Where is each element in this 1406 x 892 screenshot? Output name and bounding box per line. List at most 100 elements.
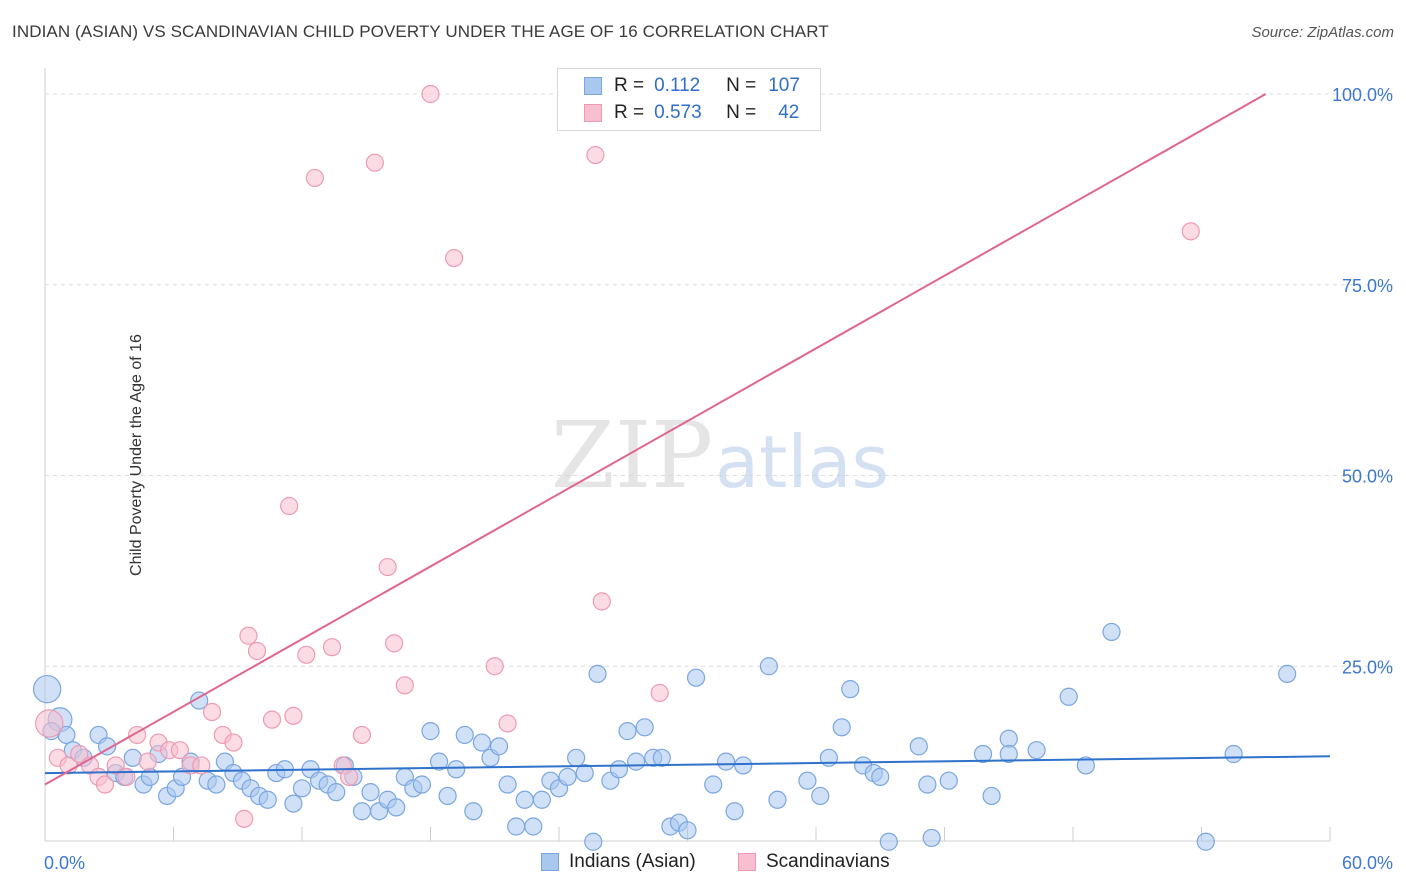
y-axis-label: Child Poverty Under the Age of 16 (127, 334, 145, 576)
point-scandinavians (202, 702, 222, 722)
grid-lines (45, 93, 1395, 667)
legend-row-scandinavians: R = 0.573 N = 42 (584, 101, 799, 125)
legend-r-label: R = (614, 102, 645, 123)
legend-n-value: 42 (778, 102, 800, 123)
point-scandinavians (378, 557, 397, 577)
legend-row-indians: R = 0.112 N = 107 (584, 74, 800, 98)
watermark-atlas: atlas (715, 420, 889, 504)
point-indians-asian (618, 722, 637, 741)
y-axis-label-wrap: Child Poverty Under the Age of 16 (128, 334, 146, 576)
legend-label-scandinavians: Scandinavians (766, 851, 890, 872)
point-indians-asian (832, 718, 851, 737)
source-credit: Source: ZipAtlas.com (1251, 24, 1394, 41)
point-indians-asian (515, 790, 534, 809)
point-scandinavians (170, 741, 190, 760)
point-indians-asian (472, 733, 491, 752)
y-tick-label: 100.0% (1332, 85, 1393, 105)
point-indians-asian (678, 821, 697, 840)
point-indians-asian (798, 771, 817, 790)
point-indians-asian (1196, 832, 1215, 851)
legend-r-value: 0.112 (654, 75, 701, 96)
x-tick-label: 60.0% (1342, 853, 1393, 873)
watermark-zip: ZIP (551, 402, 713, 509)
point-indians-asian (588, 664, 607, 683)
trend-line-scandinavians (44, 93, 1267, 786)
point-indians-asian (352, 802, 372, 821)
point-scandinavians (280, 496, 299, 516)
point-indians-asian (918, 775, 937, 794)
point-scandinavians (384, 634, 404, 653)
legend-label-indians: Indians (Asian) (569, 851, 696, 872)
point-scandinavians (35, 709, 64, 738)
legend-swatch-blue (541, 853, 559, 871)
point-indians-asian (759, 657, 778, 676)
point-indians-asian (841, 680, 860, 699)
point-indians-asian (1102, 622, 1121, 642)
point-indians-asian (258, 790, 277, 809)
point-indians-asian (284, 794, 303, 813)
point-indians-asian (387, 798, 406, 817)
point-indians-asian (999, 729, 1018, 748)
point-indians-asian (686, 668, 706, 687)
point-indians-asian (455, 725, 474, 745)
point-scandinavians (322, 638, 342, 657)
legend-swatch-pink (584, 104, 602, 122)
legend-item-indians: Indians (Asian) (541, 851, 696, 873)
point-scandinavians (352, 725, 372, 745)
point-indians-asian (635, 718, 654, 737)
point-scandinavians (138, 752, 157, 771)
point-indians-asian (1224, 744, 1243, 764)
point-indians-asian (1278, 664, 1297, 683)
point-indians-asian (207, 775, 226, 794)
legend-swatch-pink (738, 853, 756, 871)
trend-line-indians-asian (44, 755, 1331, 775)
point-indians-asian (652, 748, 671, 767)
point-indians-asian (1059, 687, 1078, 706)
point-indians-asian (734, 756, 753, 775)
point-indians-asian (98, 737, 117, 756)
point-indians-asian (292, 779, 312, 798)
point-scandinavians (340, 767, 359, 786)
point-indians-asian (1076, 756, 1095, 775)
point-scandinavians (650, 683, 669, 703)
point-scandinavians (305, 168, 324, 188)
point-indians-asian (429, 752, 449, 771)
point-indians-asian (871, 767, 890, 786)
legend-item-scandinavians: Scandinavians (738, 851, 890, 873)
point-indians-asian (879, 832, 898, 851)
point-indians-asian (327, 783, 346, 802)
point-indians-asian (507, 817, 526, 836)
trend-lines (44, 93, 1331, 786)
point-indians-asian (567, 748, 586, 767)
point-scandinavians (224, 733, 243, 752)
point-indians-asian (438, 786, 457, 806)
legend-n-label: N = (726, 75, 757, 96)
chart-title: INDIAN (ASIAN) VS SCANDINAVIAN CHILD POV… (12, 22, 829, 41)
point-scandinavians (498, 714, 517, 733)
point-indians-asian (1027, 741, 1046, 760)
point-indians-asian (725, 802, 744, 821)
point-indians-asian (464, 802, 483, 821)
point-indians-asian (626, 752, 646, 771)
tick-labels: 25.0% 50.0% 75.0% 100.0% 0.0% 60.0% (44, 85, 1393, 873)
point-indians-asian (704, 775, 723, 794)
legend-r-value: 0.573 (654, 102, 702, 123)
point-indians-asian (609, 760, 629, 779)
point-indians-asian (32, 674, 62, 704)
point-indians-asian (716, 752, 736, 771)
point-indians-asian (973, 744, 993, 764)
point-scandinavians (262, 710, 282, 729)
point-scandinavians (395, 676, 414, 695)
point-indians-asian (190, 691, 209, 710)
point-indians-asian (982, 786, 1001, 806)
point-scandinavians (70, 744, 89, 764)
x-tick-label: 0.0% (44, 853, 85, 873)
point-indians-asian (524, 817, 543, 836)
point-indians-asian (123, 748, 142, 767)
point-indians-asian (909, 737, 928, 756)
point-scandinavians (365, 153, 384, 172)
point-scandinavians (592, 592, 611, 611)
point-indians-asian (498, 775, 517, 794)
y-tick-label: 50.0% (1342, 467, 1393, 487)
